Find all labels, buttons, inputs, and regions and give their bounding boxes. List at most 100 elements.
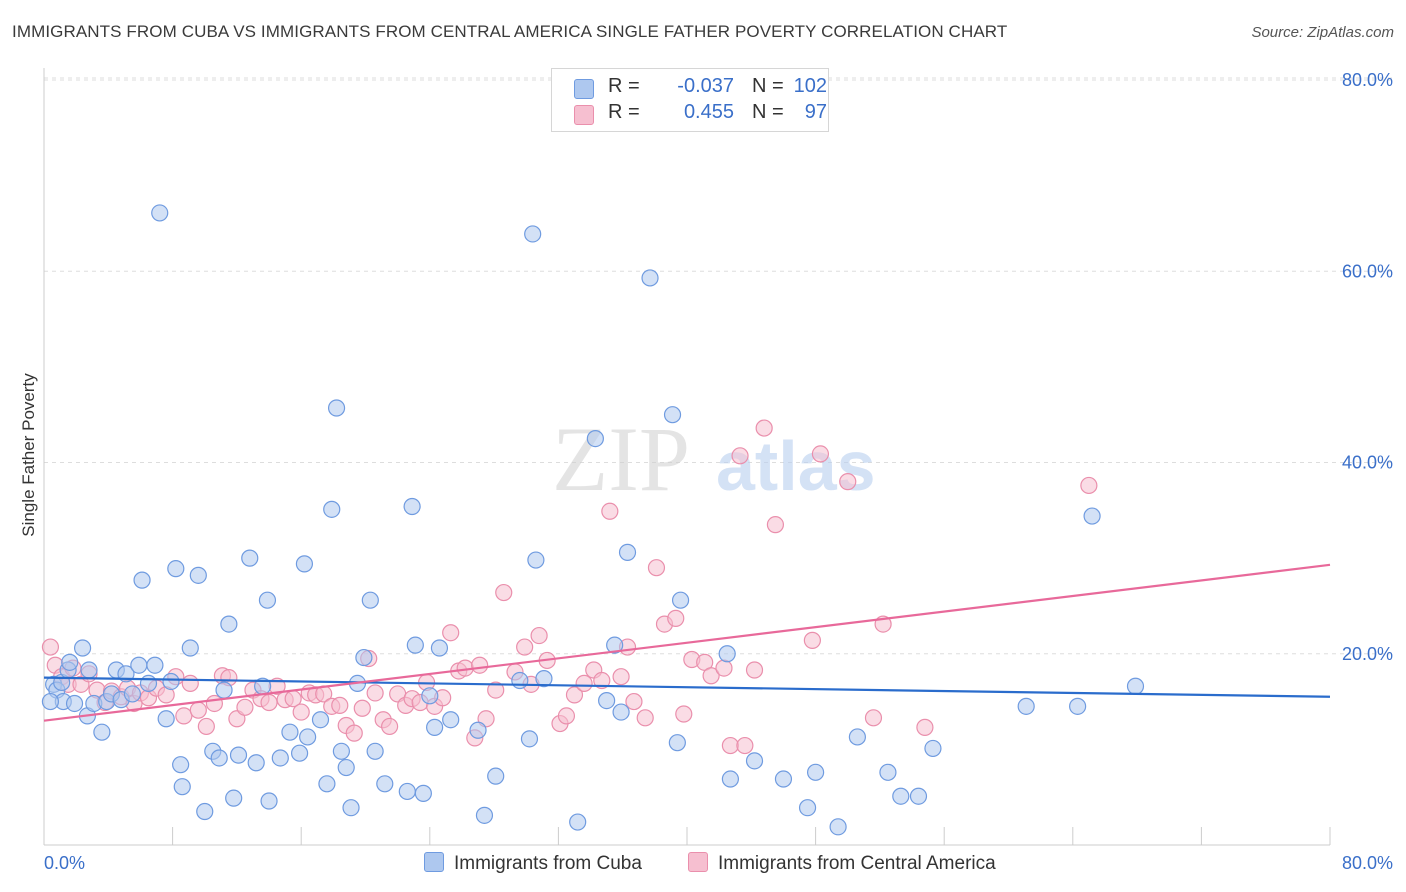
central-america-point [181, 674, 199, 692]
cuba-point [520, 730, 539, 748]
cuba-point [1126, 677, 1145, 695]
cuba-point [247, 754, 265, 772]
central-america-point [839, 473, 857, 491]
cuba-point [1017, 697, 1035, 715]
cuba-point [61, 653, 79, 671]
cuba-point [133, 571, 151, 589]
x-tick-label: 80.0% [1342, 853, 1393, 873]
cuba-point [295, 555, 314, 573]
cuba-point [229, 746, 248, 764]
central-america-point [715, 659, 733, 677]
cuba-point [569, 813, 587, 831]
cuba-point [527, 551, 545, 569]
cuba-point [398, 782, 416, 801]
cuba-point [1069, 697, 1087, 715]
cuba-point [130, 656, 148, 674]
y-tick-label: 20.0% [1342, 644, 1393, 664]
central-america-point [487, 681, 505, 699]
cuba-point [721, 770, 740, 788]
cuba-point [612, 703, 630, 721]
y-axis-label: Single Father Poverty [19, 373, 38, 537]
central-america-point [189, 701, 207, 719]
cuba-point [718, 645, 736, 663]
cuba-point [93, 723, 111, 741]
chart-title: IMMIGRANTS FROM CUBA VS IMMIGRANTS FROM … [12, 22, 1008, 41]
central-america-point [702, 667, 720, 685]
central-america-point [1080, 476, 1098, 495]
legend-r-label: R = [608, 101, 640, 123]
bottom-legend-cuba: Immigrants from Cuba [424, 852, 642, 875]
central-america-point [197, 717, 215, 736]
cuba-point [469, 721, 487, 739]
bottom-legend-label-central-america: Immigrants from Central America [718, 853, 996, 874]
cuba-point [337, 758, 355, 777]
cuba-point [586, 429, 604, 448]
central-america-point [205, 694, 223, 713]
cuba-point [189, 566, 207, 584]
y-tick-label: 40.0% [1342, 453, 1393, 473]
central-america-point [636, 709, 654, 727]
cuba-point [442, 711, 460, 729]
y-tick-label: 60.0% [1342, 261, 1393, 281]
cuba-point [181, 639, 199, 657]
central-america-point [736, 736, 754, 755]
cuba-point [475, 806, 494, 824]
central-america-point [803, 631, 821, 649]
cuba-point [598, 692, 616, 710]
cuba-point [668, 734, 686, 752]
legend-swatch-central-america [574, 105, 594, 125]
central-america-point [331, 696, 349, 714]
cuba-point [848, 728, 866, 746]
cuba-point [146, 656, 164, 674]
cuba-point [414, 784, 432, 802]
legend-swatch-cuba [574, 79, 594, 99]
cuba-point [172, 756, 190, 774]
cuba-point [327, 399, 346, 417]
central-america-point [260, 693, 278, 712]
cuba-point [41, 692, 60, 711]
cuba-point [139, 674, 158, 692]
central-america-point [565, 686, 584, 704]
central-america-trend-line [43, 563, 1331, 722]
cuba-point [671, 591, 690, 609]
bottom-legend-central-america: Immigrants from Central America [688, 852, 996, 875]
cuba-point [892, 787, 910, 805]
tick-labels: 20.0% 40.0% 60.0% 80.0% 0.0% 80.0% [44, 70, 1393, 873]
central-america-point [667, 609, 685, 627]
central-america-point [236, 698, 254, 716]
cuba-point [311, 711, 330, 729]
cuba-point [73, 639, 92, 657]
central-america-point [292, 703, 310, 721]
legend-n-label: N = [752, 101, 784, 123]
cuba-point [426, 718, 444, 736]
cuba-point [271, 749, 289, 767]
legend-n-value: 102 [793, 75, 827, 97]
cuba-point [745, 752, 764, 770]
central-america-point [41, 638, 60, 656]
cuba-point [80, 661, 98, 679]
cuba-point [318, 775, 336, 793]
cuba-point [196, 802, 214, 821]
cuba-point [663, 406, 682, 424]
cuba-point [173, 778, 191, 796]
central-america-point [745, 661, 764, 679]
cuba-point [524, 225, 542, 243]
legend-n-label: N = [752, 75, 784, 97]
central-america-point [601, 502, 619, 520]
cuba-point [487, 767, 505, 785]
central-america-point [471, 656, 489, 674]
bottom-legend-swatch-cuba [424, 852, 444, 872]
cuba-trend-line [43, 676, 1331, 698]
central-america-point [811, 445, 830, 463]
cuba-point [535, 670, 553, 688]
legend-r-label: R = [608, 75, 640, 97]
cuba-point [290, 744, 309, 762]
cuba-point [366, 742, 384, 760]
cuba-point [406, 636, 424, 654]
central-america-point [530, 626, 548, 645]
central-america-point [495, 583, 513, 602]
cuba-point [430, 639, 449, 657]
central-america-point [345, 724, 363, 742]
central-america-point [721, 736, 740, 755]
legend-r-value: 0.455 [683, 101, 734, 123]
